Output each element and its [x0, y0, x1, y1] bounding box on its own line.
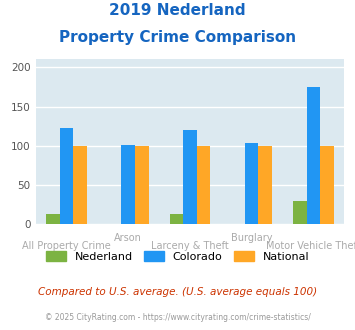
Text: Arson: Arson [114, 233, 142, 243]
Text: Motor Vehicle Theft: Motor Vehicle Theft [266, 241, 355, 251]
Bar [293, 201, 307, 224]
Text: Compared to U.S. average. (U.S. average equals 100): Compared to U.S. average. (U.S. average … [38, 287, 317, 297]
Bar [73, 146, 87, 224]
Text: Burglary: Burglary [231, 233, 272, 243]
Bar [183, 130, 197, 224]
Bar [307, 87, 320, 224]
Text: All Property Crime: All Property Crime [22, 241, 111, 251]
Bar [135, 146, 148, 224]
Text: 2019 Nederland: 2019 Nederland [109, 3, 246, 18]
Text: © 2025 CityRating.com - https://www.cityrating.com/crime-statistics/: © 2025 CityRating.com - https://www.city… [45, 314, 310, 322]
Bar [46, 214, 60, 224]
Bar [320, 146, 334, 224]
Bar [197, 146, 210, 224]
Text: Property Crime Comparison: Property Crime Comparison [59, 30, 296, 45]
Bar [121, 145, 135, 224]
Bar [258, 146, 272, 224]
Bar [170, 214, 183, 224]
Text: Larceny & Theft: Larceny & Theft [151, 241, 229, 251]
Bar [245, 143, 258, 224]
Legend: Nederland, Colorado, National: Nederland, Colorado, National [42, 247, 313, 267]
Bar [60, 128, 73, 224]
